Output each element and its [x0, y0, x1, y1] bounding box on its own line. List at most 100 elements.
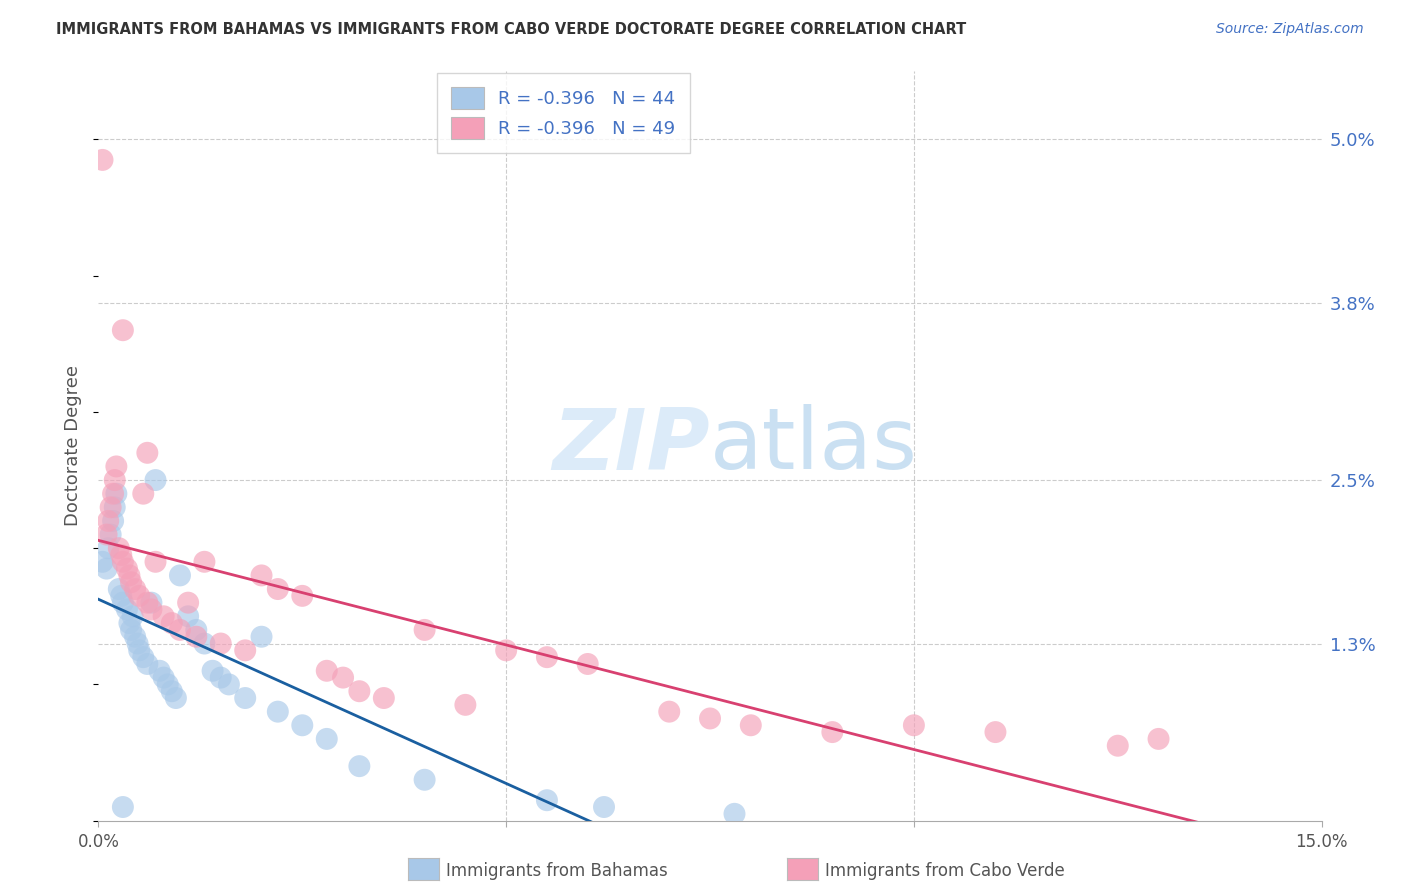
Y-axis label: Doctorate Degree: Doctorate Degree — [65, 366, 83, 526]
Point — [165, 691, 187, 706]
Point — [250, 568, 273, 582]
Point — [96, 561, 118, 575]
Point — [250, 630, 273, 644]
Point — [332, 671, 354, 685]
Point — [821, 725, 844, 739]
Point — [315, 664, 337, 678]
Point — [536, 793, 558, 807]
Point — [152, 609, 174, 624]
Text: Immigrants from Bahamas: Immigrants from Bahamas — [446, 863, 668, 880]
Point — [115, 561, 138, 575]
Point — [315, 731, 337, 746]
Point — [186, 623, 208, 637]
Point — [149, 664, 172, 678]
Point — [169, 568, 191, 582]
Point — [413, 772, 436, 787]
Point — [209, 636, 232, 650]
Text: Immigrants from Cabo Verde: Immigrants from Cabo Verde — [825, 863, 1066, 880]
Point — [903, 718, 925, 732]
Point — [984, 725, 1007, 739]
Point — [128, 589, 150, 603]
Point — [104, 500, 127, 515]
Point — [105, 486, 128, 500]
Text: atlas: atlas — [710, 404, 918, 488]
Point — [160, 684, 183, 698]
Point — [136, 596, 159, 610]
Point — [97, 541, 120, 556]
Point — [193, 636, 215, 650]
Point — [111, 596, 134, 610]
Point — [115, 602, 138, 616]
Point — [1147, 731, 1170, 746]
Text: IMMIGRANTS FROM BAHAMAS VS IMMIGRANTS FROM CABO VERDE DOCTORATE DEGREE CORRELATI: IMMIGRANTS FROM BAHAMAS VS IMMIGRANTS FR… — [56, 22, 966, 37]
Point — [121, 609, 143, 624]
Point — [132, 486, 155, 500]
Point — [267, 705, 290, 719]
Point — [136, 657, 159, 671]
Point — [349, 759, 371, 773]
Point — [132, 650, 155, 665]
Point — [169, 623, 191, 637]
Point — [104, 473, 127, 487]
Text: ZIP: ZIP — [553, 404, 710, 488]
Point — [658, 705, 681, 719]
Point — [96, 527, 118, 541]
Point — [108, 582, 131, 596]
Point — [536, 650, 558, 665]
Point — [201, 664, 224, 678]
Point — [91, 153, 114, 167]
Point — [118, 568, 141, 582]
Point — [100, 500, 122, 515]
Point — [145, 473, 167, 487]
Point — [97, 514, 120, 528]
Point — [576, 657, 599, 671]
Point — [118, 616, 141, 631]
Point — [101, 514, 124, 528]
Point — [291, 589, 314, 603]
Point — [193, 555, 215, 569]
Point — [91, 555, 114, 569]
Point — [349, 684, 371, 698]
Point — [156, 677, 179, 691]
Point — [291, 718, 314, 732]
Point — [186, 630, 208, 644]
Point — [105, 459, 128, 474]
Point — [152, 671, 174, 685]
Point — [136, 446, 159, 460]
Point — [177, 609, 200, 624]
Point — [413, 623, 436, 637]
Point — [145, 555, 167, 569]
Point — [209, 671, 232, 685]
Point — [110, 548, 132, 562]
Point — [124, 630, 146, 644]
Point — [593, 800, 616, 814]
Point — [120, 623, 142, 637]
Point — [740, 718, 762, 732]
Point — [127, 636, 149, 650]
Point — [101, 486, 124, 500]
Point — [267, 582, 290, 596]
Point — [111, 800, 134, 814]
Point — [218, 677, 240, 691]
Text: Source: ZipAtlas.com: Source: ZipAtlas.com — [1216, 22, 1364, 37]
Point — [141, 596, 163, 610]
Point — [128, 643, 150, 657]
Point — [454, 698, 477, 712]
Point — [1107, 739, 1129, 753]
Point — [108, 541, 131, 556]
Point — [110, 589, 132, 603]
Point — [160, 616, 183, 631]
Point — [100, 527, 122, 541]
Legend: R = -0.396   N = 44, R = -0.396   N = 49: R = -0.396 N = 44, R = -0.396 N = 49 — [437, 73, 690, 153]
Point — [723, 806, 745, 821]
Point — [699, 711, 721, 725]
Point — [124, 582, 146, 596]
Point — [111, 323, 134, 337]
Point — [141, 602, 163, 616]
Point — [233, 643, 256, 657]
Point — [233, 691, 256, 706]
Point — [111, 555, 134, 569]
Point — [495, 643, 517, 657]
Point — [373, 691, 395, 706]
Point — [177, 596, 200, 610]
